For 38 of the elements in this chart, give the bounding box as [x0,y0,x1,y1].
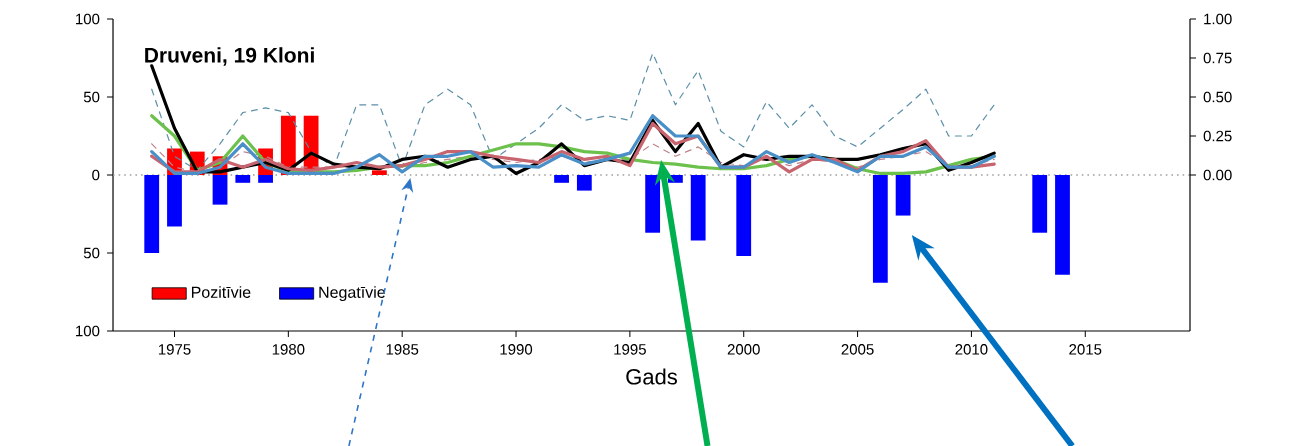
x-tick-label: 1995 [614,344,646,355]
bar [144,175,160,253]
bar [167,175,182,227]
y2-tick-label: 0.50 [1203,91,1232,103]
y-tick-label: 100 [76,13,100,25]
x-tick-label: 1990 [500,344,533,355]
bar [258,175,273,183]
bar [1055,175,1070,275]
legend-label: Pozitīvie [191,286,251,298]
bar [736,175,752,257]
y2-tick-label: 0.25 [1203,130,1232,142]
y-tick-label: 100 [76,325,100,337]
x-tick-label: 1985 [386,344,419,355]
bar [690,175,706,241]
y2-tick-label: 0.00 [1203,169,1232,181]
bar [372,170,387,175]
x-tick-label: 1980 [272,344,305,355]
bar [872,175,888,283]
y-tick-label: 0 [92,169,100,181]
bar [645,175,661,233]
legend-label: Negatīvie [319,286,385,302]
y2-tick-label: 1.00 [1204,13,1232,25]
x-tick-label: 2015 [1069,344,1102,355]
x-tick-label: 2005 [841,344,874,355]
bar [235,175,251,183]
x-tick-label: 2000 [727,344,760,355]
x-axis-title: Gads [626,368,677,385]
x-tick-label: 2010 [955,344,988,355]
bar [554,175,569,183]
bar [1032,175,1048,233]
y2-tick-label: 0.75 [1203,52,1232,64]
x-tick-label: 1975 [158,344,191,355]
bar [895,175,911,216]
bar [576,175,592,191]
text: Druveni, 19 Kloni [145,47,314,66]
y-tick-label: 50 [83,247,100,259]
y-tick-label: 50 [83,91,100,103]
bar [212,175,228,205]
